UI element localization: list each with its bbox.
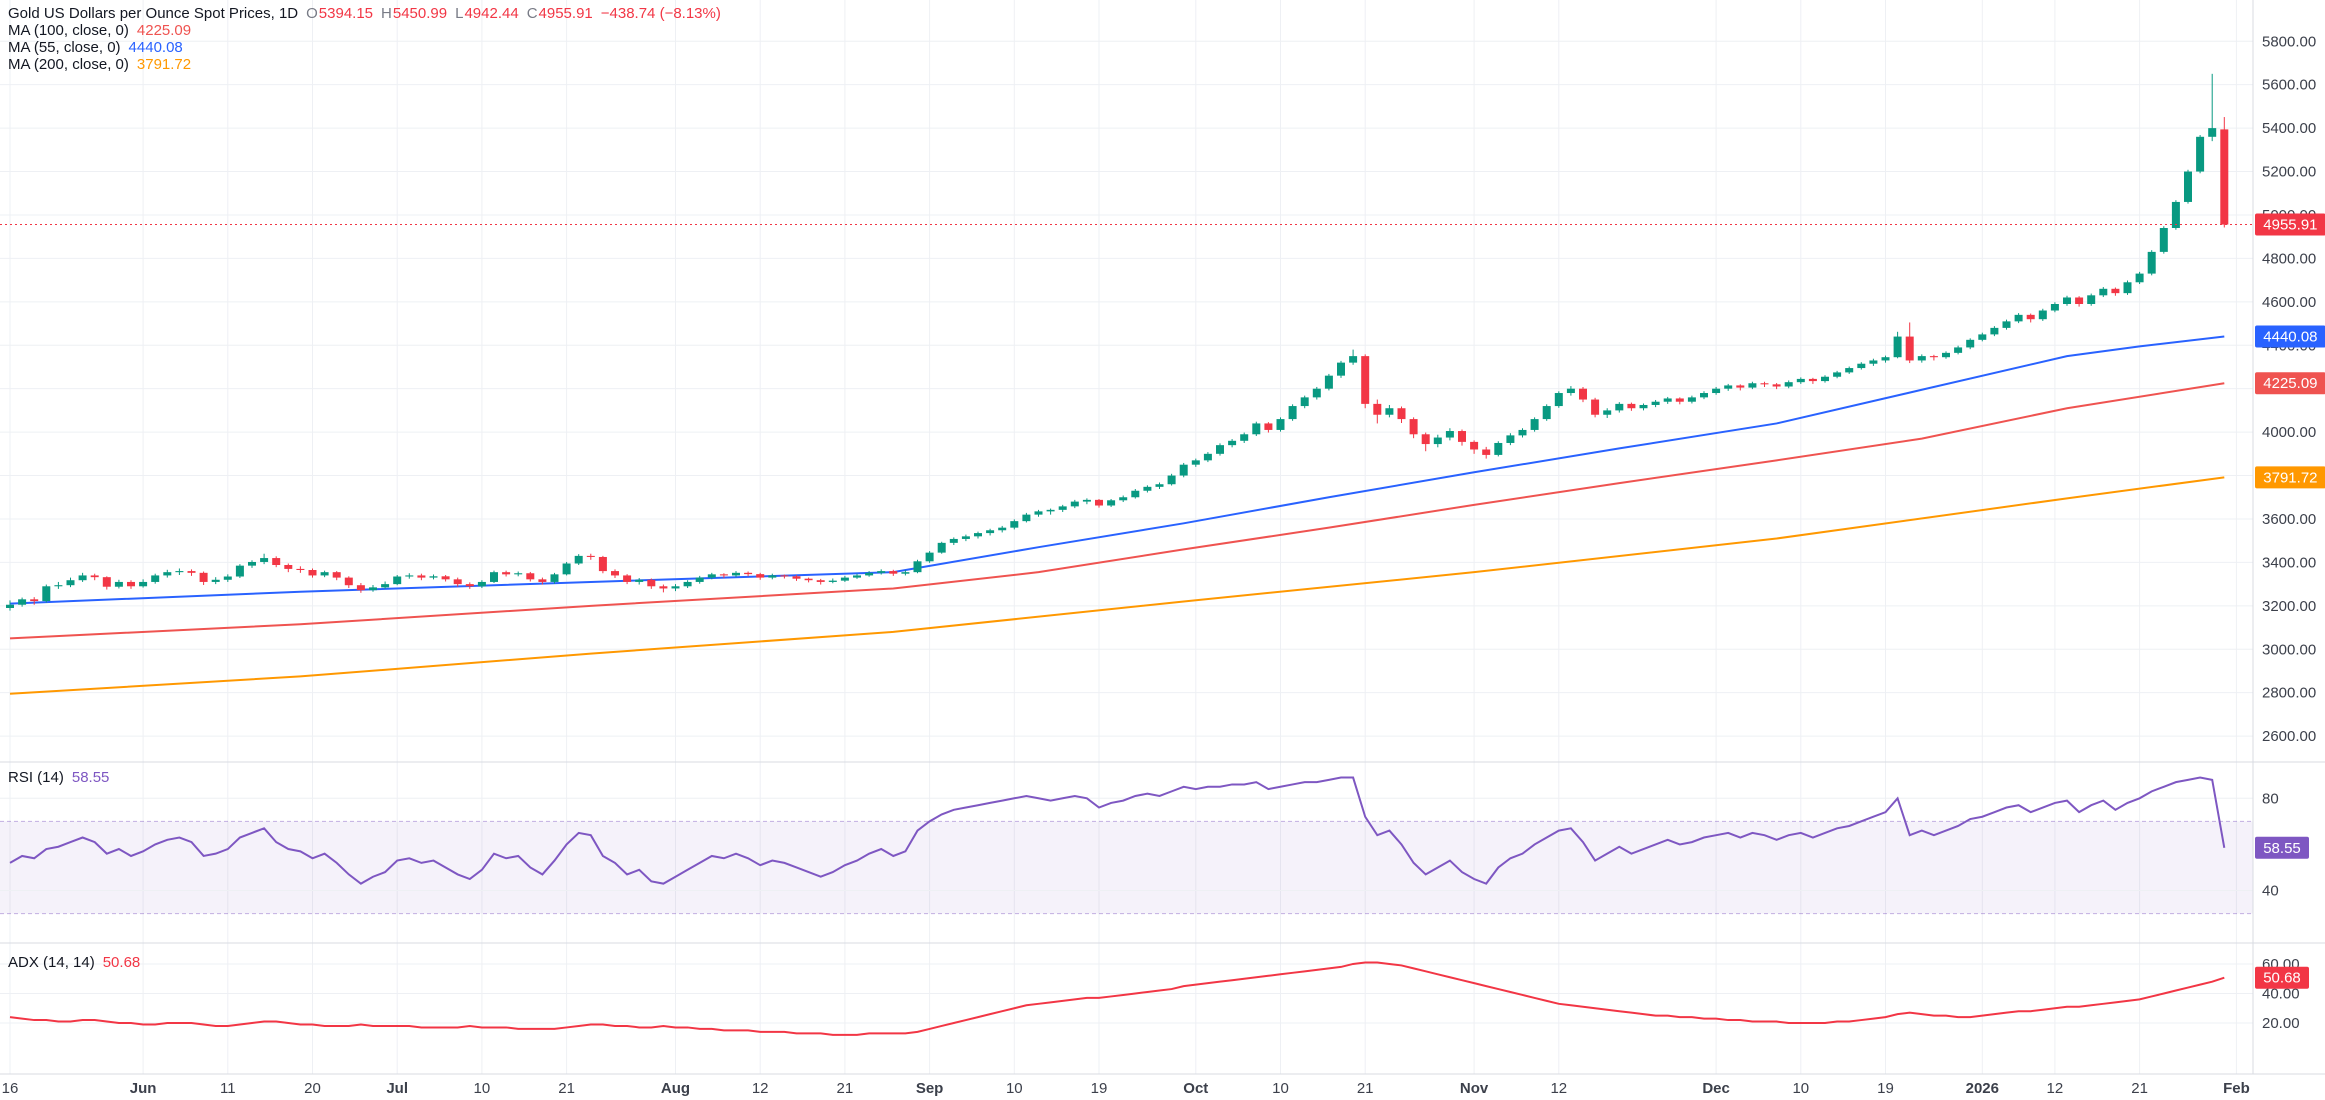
svg-text:4800.00: 4800.00 <box>2262 250 2316 267</box>
rsi-axis-badge[interactable]: 58.55 <box>2255 836 2309 859</box>
svg-text:10: 10 <box>1006 1080 1023 1097</box>
ma-100-line <box>9 382 2225 640</box>
svg-text:2800.00: 2800.00 <box>2262 685 2316 702</box>
svg-text:3600.00: 3600.00 <box>2262 511 2316 528</box>
low-value: 4942.44 <box>464 5 519 22</box>
svg-text:Aug: Aug <box>661 1080 690 1097</box>
price-axis-badge[interactable]: 4955.91 <box>2255 213 2325 236</box>
ohlc-open: O5394.15 <box>306 5 373 22</box>
svg-text:Oct: Oct <box>1183 1080 1208 1097</box>
svg-text:10: 10 <box>474 1080 491 1097</box>
svg-text:21: 21 <box>1357 1080 1374 1097</box>
rsi-indicator-row[interactable]: RSI (14) 58.55 <box>8 769 109 786</box>
candles-layer <box>6 73 2229 611</box>
price-axis-badge[interactable]: 3791.72 <box>2255 466 2325 489</box>
svg-text:5200.00: 5200.00 <box>2262 164 2316 181</box>
svg-text:12: 12 <box>752 1080 769 1097</box>
close-value: 4955.91 <box>538 5 593 22</box>
svg-text:4600.00: 4600.00 <box>2262 294 2316 311</box>
svg-text:19: 19 <box>1091 1080 1108 1097</box>
svg-text:Feb: Feb <box>2223 1080 2250 1097</box>
high-value: 5450.99 <box>392 5 448 22</box>
svg-text:58.55: 58.55 <box>2263 840 2301 857</box>
close-label: C <box>526 5 538 22</box>
svg-text:50.68: 50.68 <box>2263 970 2301 987</box>
svg-text:12: 12 <box>1550 1080 1567 1097</box>
svg-text:20: 20 <box>304 1080 321 1097</box>
open-value: 5394.15 <box>318 5 374 22</box>
ma-100-label: MA (100, close, 0) <box>8 22 129 39</box>
ma-55-label: MA (55, close, 0) <box>8 39 121 56</box>
svg-text:16: 16 <box>2 1080 19 1097</box>
adx-label: ADX (14, 14) <box>8 954 95 971</box>
ma-55-value: 4440.08 <box>128 39 183 56</box>
rsi-value: 58.55 <box>71 769 110 786</box>
svg-text:3400.00: 3400.00 <box>2262 554 2316 571</box>
svg-text:4955.91: 4955.91 <box>2263 217 2317 234</box>
low-label: L <box>455 5 464 22</box>
svg-text:21: 21 <box>2131 1080 2148 1097</box>
svg-text:40: 40 <box>2262 883 2279 900</box>
svg-text:40.00: 40.00 <box>2262 985 2300 1002</box>
chart-title: Gold US Dollars per Ounce Spot Prices, 1… <box>8 5 299 22</box>
svg-text:11: 11 <box>220 1080 236 1097</box>
svg-text:4000.00: 4000.00 <box>2262 424 2316 441</box>
svg-text:3791.72: 3791.72 <box>2263 469 2317 486</box>
price-axis-badge[interactable]: 4440.08 <box>2255 325 2325 348</box>
ma-200-row[interactable]: MA (200, close, 0) 3791.72 <box>8 56 721 73</box>
adx-value: 50.68 <box>102 954 141 971</box>
chart-legend: Gold US Dollars per Ounce Spot Prices, 1… <box>8 5 721 73</box>
price-axis-badge[interactable]: 4225.09 <box>2255 372 2325 395</box>
adx-indicator-row[interactable]: ADX (14, 14) 50.68 <box>8 954 140 971</box>
price-axis[interactable]: 2600.00 2800.00 3000.00 3200.00 3400.00 3600.… <box>2262 33 2316 1032</box>
ma-200-label: MA (200, close, 0) <box>8 56 129 73</box>
ma-55-row[interactable]: MA (55, close, 0) 4440.08 <box>8 39 721 56</box>
rsi-band <box>0 821 2253 914</box>
open-label: O <box>306 5 318 22</box>
svg-text:80: 80 <box>2262 790 2279 807</box>
time-axis[interactable]: 16 Jun 11 20 Jul 10 21 Aug 12 21 Sep 10 19 Oct 10 21 Nov… <box>2 1080 2250 1097</box>
symbol-info-row[interactable]: Gold US Dollars per Ounce Spot Prices, 1… <box>8 5 721 22</box>
price-gridlines <box>0 40 2253 737</box>
svg-text:Dec: Dec <box>1702 1080 1730 1097</box>
svg-text:4225.09: 4225.09 <box>2263 375 2317 392</box>
svg-text:5400.00: 5400.00 <box>2262 120 2316 137</box>
svg-text:Sep: Sep <box>916 1080 944 1097</box>
adx-axis-badge[interactable]: 50.68 <box>2255 966 2309 989</box>
svg-text:21: 21 <box>837 1080 854 1097</box>
svg-text:5800.00: 5800.00 <box>2262 33 2316 50</box>
svg-text:21: 21 <box>558 1080 575 1097</box>
adx-line <box>9 961 2225 1036</box>
svg-text:10: 10 <box>1792 1080 1809 1097</box>
svg-text:3200.00: 3200.00 <box>2262 598 2316 615</box>
svg-text:4440.08: 4440.08 <box>2263 329 2317 346</box>
svg-text:5600.00: 5600.00 <box>2262 77 2316 94</box>
high-label: H <box>381 5 392 22</box>
svg-text:3000.00: 3000.00 <box>2262 641 2316 658</box>
ma-55-line <box>9 335 2225 605</box>
svg-text:2026: 2026 <box>1966 1080 1999 1097</box>
svg-text:20.00: 20.00 <box>2262 1015 2300 1032</box>
ohlc-high: H5450.99 <box>381 5 447 22</box>
svg-text:12: 12 <box>2047 1080 2064 1097</box>
ma-100-value: 4225.09 <box>136 22 192 39</box>
ohlc-close: C4955.91 <box>527 5 593 22</box>
svg-text:Jul: Jul <box>386 1080 408 1097</box>
ma-200-value: 3791.72 <box>136 56 192 73</box>
ma-100-row[interactable]: MA (100, close, 0) 4225.09 <box>8 22 721 39</box>
svg-text:2600.00: 2600.00 <box>2262 728 2316 745</box>
svg-text:Jun: Jun <box>130 1080 157 1097</box>
rsi-label: RSI (14) <box>8 769 64 786</box>
rsi-line <box>9 776 2226 885</box>
ohlc-low: L4942.44 <box>455 5 519 22</box>
change-value: −438.74 (−8.13%) <box>600 5 721 22</box>
ma-200-line <box>9 476 2225 695</box>
svg-text:10: 10 <box>1272 1080 1289 1097</box>
svg-text:19: 19 <box>1877 1080 1894 1097</box>
svg-text:Nov: Nov <box>1460 1080 1489 1097</box>
